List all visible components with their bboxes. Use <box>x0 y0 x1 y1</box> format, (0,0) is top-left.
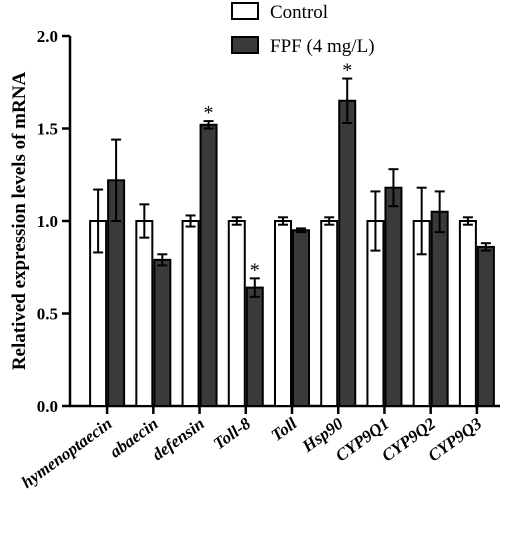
x-tick-label: Toll-8 <box>210 414 255 454</box>
legend-swatch-control <box>231 2 259 20</box>
significance-marker: * <box>342 60 352 82</box>
x-tick-label: CYP9Q3 <box>424 414 485 466</box>
legend: Control FPF (4 mg/L) <box>231 2 375 57</box>
significance-marker: * <box>250 259 260 281</box>
plot-area: 0.00.51.01.52.0hymenoptaecinabaecin*defe… <box>18 27 500 492</box>
bar-control <box>135 220 154 407</box>
y-tick-label: 0.5 <box>37 305 58 324</box>
significance-marker: * <box>204 102 214 124</box>
legend-swatch-fpf <box>231 36 259 54</box>
bar-control <box>227 220 246 407</box>
bar-fpf <box>338 99 357 407</box>
bar-control <box>458 220 477 407</box>
bar-control <box>274 220 292 407</box>
y-tick-label: 0.0 <box>37 397 58 416</box>
x-tick-label: hymenoptaecin <box>18 414 116 492</box>
y-axis-label: Relatived expression levels of mRNA <box>9 72 30 371</box>
x-tick-label: Toll <box>268 414 301 445</box>
bar-fpf <box>476 245 495 407</box>
legend-label-fpf: FPF (4 mg/L) <box>270 36 375 57</box>
bar-fpf <box>245 286 264 408</box>
y-tick-label: 1.0 <box>37 212 58 231</box>
y-tick-label: 1.5 <box>37 120 58 139</box>
bar-fpf <box>153 258 172 407</box>
legend-label-control: Control <box>270 2 328 23</box>
y-tick-label: 2.0 <box>37 27 58 46</box>
x-tick-label: defensin <box>149 414 208 464</box>
bar-fpf <box>292 229 310 407</box>
bar-fpf <box>199 123 218 408</box>
bar-fpf <box>384 186 403 407</box>
bar-control <box>320 220 339 407</box>
bar-fpf <box>430 210 449 407</box>
bar-control <box>181 220 200 407</box>
